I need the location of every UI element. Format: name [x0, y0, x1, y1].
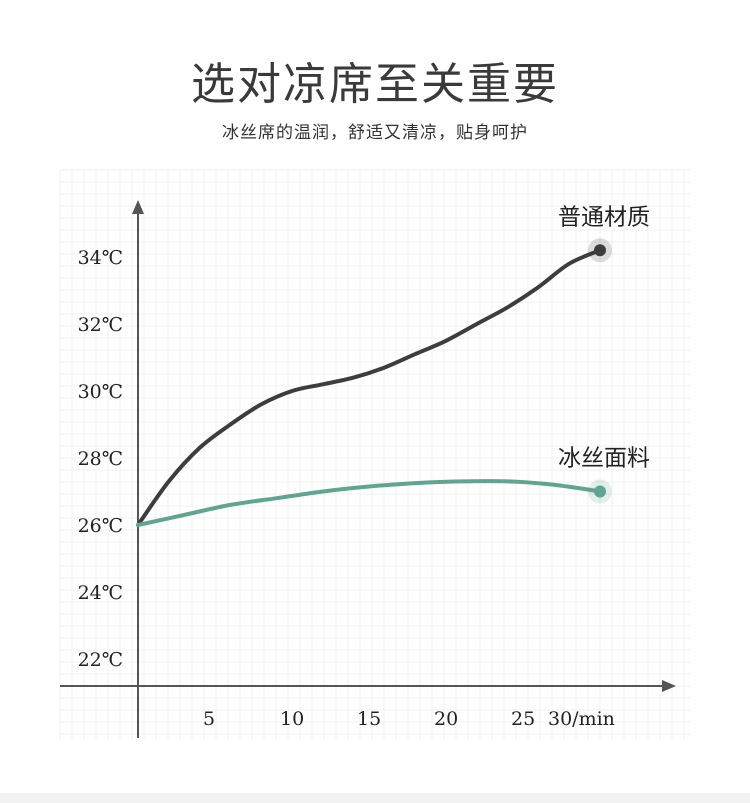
y-tick-label: 22℃: [78, 649, 123, 671]
chart-axes: [60, 200, 676, 738]
series-regular-material: 普通材质: [136, 204, 650, 527]
y-tick-label: 34℃: [78, 247, 123, 269]
y-tick-label: 32℃: [78, 314, 123, 336]
page-title: 选对凉席至关重要: [191, 59, 559, 110]
x-tick-label: 25: [511, 708, 535, 730]
x-tick-label: 5: [203, 708, 215, 730]
footer-band: [0, 793, 750, 803]
x-tick-label: 30/min: [548, 708, 615, 730]
x-tick-label: 20: [434, 708, 458, 730]
y-axis-ticks: 22℃ 24℃ 26℃ 28℃ 30℃ 32℃ 34℃: [78, 247, 123, 671]
series-label: 普通材质: [558, 204, 650, 230]
endpoint-marker: [594, 485, 606, 498]
y-tick-label: 26℃: [78, 515, 123, 537]
chart-grid: [59, 169, 690, 740]
y-tick-label: 28℃: [78, 448, 123, 470]
series-ice-silk: 冰丝面料: [136, 446, 650, 527]
x-axis-ticks: 5 10 15 20 25 30/min: [203, 708, 615, 730]
y-axis-arrow: [132, 200, 144, 214]
endpoint-marker: [594, 244, 606, 257]
x-tick-label: 10: [280, 708, 304, 730]
series-line: [136, 479, 602, 527]
y-tick-label: 30℃: [78, 381, 123, 403]
series-label: 冰丝面料: [558, 446, 650, 472]
series-line: [136, 248, 602, 527]
x-tick-label: 15: [357, 708, 381, 730]
page-subtitle: 冰丝席的温润，舒适又清凉，贴身呵护: [222, 123, 528, 143]
y-tick-label: 24℃: [78, 582, 123, 604]
x-axis-arrow: [662, 680, 676, 692]
